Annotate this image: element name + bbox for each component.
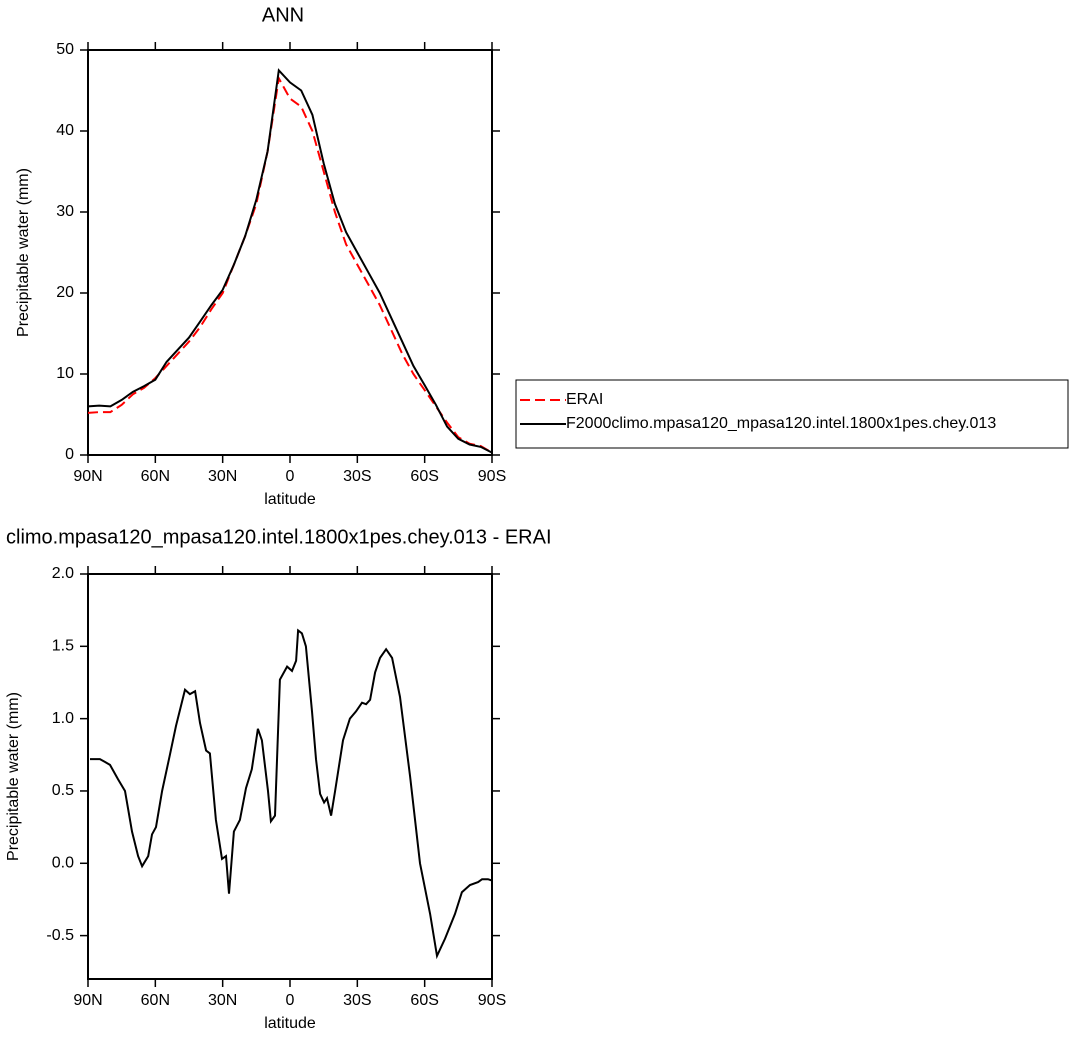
y-tick-label: 0: [65, 446, 74, 463]
x-tick-label: 60N: [141, 468, 170, 485]
data-line: [90, 628, 493, 960]
y-tick-label: 2.0: [52, 565, 74, 582]
y-tick-label: 20: [56, 284, 74, 301]
x-tick-label: 90S: [478, 468, 506, 485]
x-axis-label: latitude: [264, 1015, 316, 1032]
y-tick-label: 40: [56, 122, 74, 139]
y-tick-label: 10: [56, 365, 74, 382]
plot-frame: [87, 49, 493, 456]
x-tick-label: 90S: [478, 992, 506, 1009]
y-tick-label: 1.5: [52, 638, 74, 655]
x-tick-label: 30N: [208, 992, 237, 1009]
x-tick-label: 60N: [141, 992, 170, 1009]
y-tick-label: -0.5: [46, 927, 74, 944]
x-tick-label: 60S: [410, 468, 438, 485]
x-tick-label: 90N: [73, 992, 102, 1009]
chart-title: climo.mpasa120_mpasa120.intel.1800x1pes.…: [6, 526, 552, 548]
y-tick-label: 1.0: [52, 710, 74, 727]
y-tick-label: 30: [56, 203, 74, 220]
x-tick-label: 30N: [208, 468, 237, 485]
x-tick-label: 0: [286, 992, 295, 1009]
data-line: [87, 68, 493, 454]
x-tick-label: 0: [286, 468, 295, 485]
y-axis-label: Precipitable water (mm): [15, 168, 32, 337]
legend-label: ERAI: [566, 391, 603, 408]
x-tick-label: 30S: [343, 468, 371, 485]
y-tick-label: 0.5: [52, 782, 74, 799]
x-tick-label: 90N: [73, 468, 102, 485]
y-tick-label: 50: [56, 41, 74, 58]
chart-title: ANN: [262, 4, 304, 26]
x-tick-label: 30S: [343, 992, 371, 1009]
legend-box: [515, 379, 1069, 449]
legend-label: F2000climo.mpasa120_mpasa120.intel.1800x…: [566, 415, 996, 432]
y-axis-label: Precipitable water (mm): [5, 692, 22, 861]
x-tick-label: 60S: [410, 992, 438, 1009]
y-tick-label: 0.0: [52, 855, 74, 872]
x-axis-label: latitude: [264, 491, 316, 508]
